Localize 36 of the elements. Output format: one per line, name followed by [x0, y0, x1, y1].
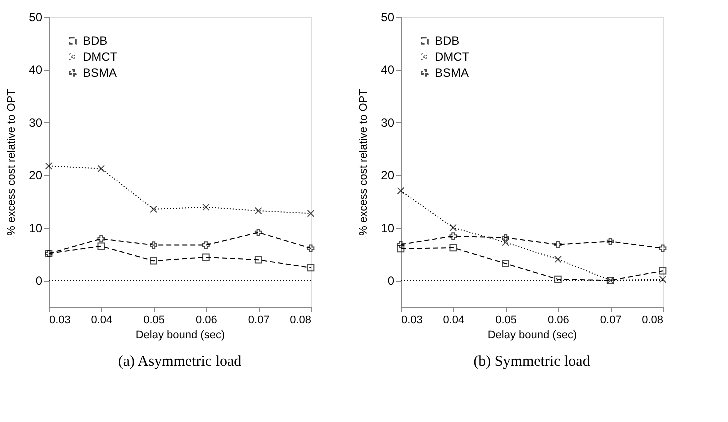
x-tick-label: 0.04	[91, 314, 113, 326]
x-axis-title: Delay bound (sec)	[136, 330, 226, 342]
y-tick-label: 50	[381, 10, 395, 24]
legend-label: DMCT	[83, 50, 118, 64]
legend-label: DMCT	[435, 50, 470, 64]
y-tick-label: 0	[36, 274, 43, 288]
x-tick-label: 0.07	[248, 314, 270, 326]
y-tick-label: 40	[381, 63, 395, 78]
y-axis-title: % excess cost relative to OPT	[6, 88, 18, 236]
y-tick-label: 0	[388, 274, 395, 288]
y-tick-label: 20	[29, 168, 43, 183]
y-tick-label: 10	[381, 221, 395, 236]
x-tick-label: 0.03	[50, 314, 71, 326]
legend-label: BSMA	[435, 66, 470, 80]
text: (a) Asymmetric load	[118, 354, 242, 370]
y-tick-label: 30	[29, 116, 43, 130]
x-tick-label: 0.08	[290, 314, 312, 326]
x-tick-label: 0.07	[600, 314, 622, 326]
y-tick-label: 50	[29, 10, 43, 24]
x-tick-label: 0.06	[548, 314, 570, 326]
x-tick-label: 0.05	[144, 314, 166, 326]
legend-label: BDB	[435, 34, 460, 48]
y-tick-label: 10	[29, 221, 43, 236]
x-tick-label: 0.08	[642, 314, 664, 326]
x-tick-label: 0.06	[196, 314, 218, 326]
x-tick-label: 0.04	[443, 314, 465, 326]
legend-label: BSMA	[83, 66, 118, 80]
y-tick-label: 20	[381, 168, 395, 183]
legend-label: BDB	[83, 34, 108, 48]
text: (b) Symmetric load	[474, 354, 591, 370]
y-axis-title: % excess cost relative to OPT	[358, 88, 370, 236]
x-tick-label: 0.05	[496, 314, 518, 326]
y-tick-label: 30	[381, 116, 395, 130]
x-axis-title: Delay bound (sec)	[488, 330, 578, 342]
x-tick-label: 0.03	[402, 314, 423, 326]
y-tick-label: 40	[29, 63, 43, 78]
